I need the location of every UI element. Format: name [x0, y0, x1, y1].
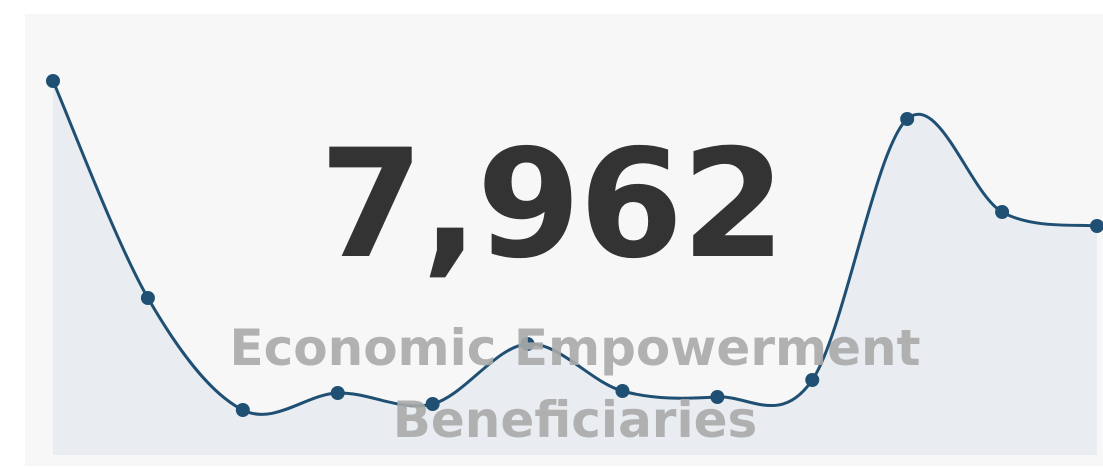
kpi-label: Economic Empowerment Beneficiaries — [229, 319, 921, 449]
sparkline-line — [51, 80, 1098, 416]
sparkline-point — [235, 403, 250, 417]
sparkline-point — [140, 291, 155, 305]
kpi-value: 7,962 — [319, 118, 785, 292]
sparkline-point — [615, 384, 630, 398]
sparkline-point — [900, 112, 915, 126]
sparkline-point — [1090, 219, 1103, 233]
sparkline-area — [53, 81, 1097, 455]
sparkline-point — [805, 373, 820, 387]
sparkline-point — [710, 390, 725, 404]
sparkline-point — [995, 205, 1010, 219]
sparkline-point — [46, 74, 60, 88]
sparkline-point — [520, 337, 535, 351]
sparkline-point — [425, 397, 440, 411]
sparkline-point — [330, 386, 345, 400]
